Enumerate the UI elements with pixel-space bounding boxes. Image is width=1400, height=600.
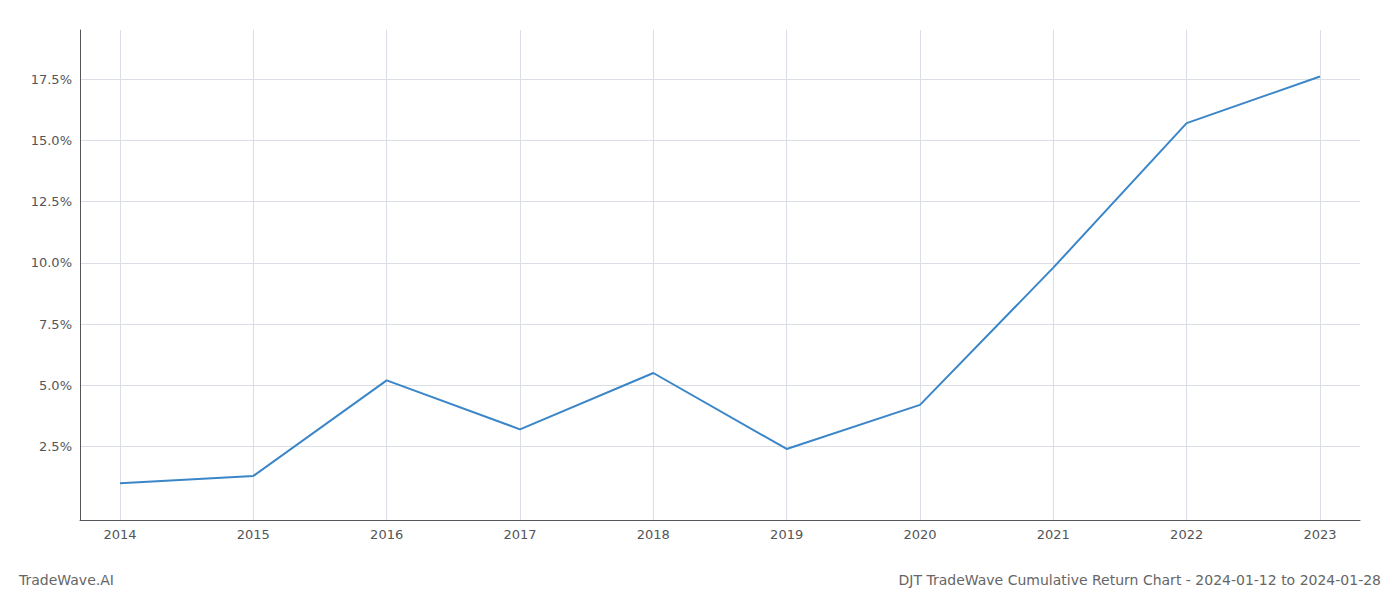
svg-text:2.5%: 2.5% xyxy=(39,439,72,454)
svg-text:2015: 2015 xyxy=(237,527,270,542)
svg-text:2018: 2018 xyxy=(637,527,670,542)
svg-text:12.5%: 12.5% xyxy=(31,194,72,209)
svg-text:2017: 2017 xyxy=(503,527,536,542)
svg-text:2022: 2022 xyxy=(1170,527,1203,542)
svg-text:DJT TradeWave Cumulative Retur: DJT TradeWave Cumulative Return Chart - … xyxy=(899,572,1381,588)
svg-text:2023: 2023 xyxy=(1303,527,1336,542)
svg-text:15.0%: 15.0% xyxy=(31,133,72,148)
svg-text:2021: 2021 xyxy=(1037,527,1070,542)
svg-text:2014: 2014 xyxy=(103,527,136,542)
svg-text:2020: 2020 xyxy=(903,527,936,542)
svg-text:TradeWave.AI: TradeWave.AI xyxy=(18,572,114,588)
svg-text:2016: 2016 xyxy=(370,527,403,542)
svg-text:5.0%: 5.0% xyxy=(39,378,72,393)
svg-text:17.5%: 17.5% xyxy=(31,72,72,87)
svg-text:7.5%: 7.5% xyxy=(39,317,72,332)
svg-text:2019: 2019 xyxy=(770,527,803,542)
svg-text:10.0%: 10.0% xyxy=(31,255,72,270)
